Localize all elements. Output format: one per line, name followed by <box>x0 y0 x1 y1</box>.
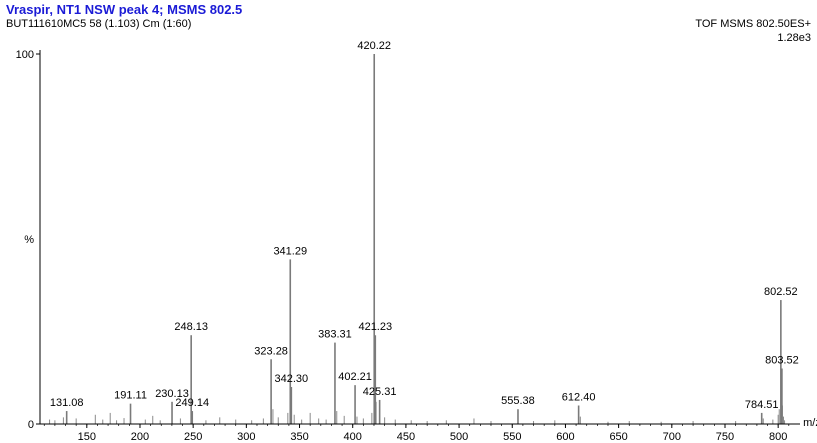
peak-label: 383.31 <box>318 329 352 341</box>
x-tick-label: 450 <box>397 431 415 443</box>
peak-label: 803.52 <box>765 355 799 367</box>
peak-label: 248.13 <box>174 321 208 333</box>
chart-subtitle: BUT111610MC5 58 (1.103) Cm (1:60) <box>6 18 192 30</box>
peak-label: 784.51 <box>745 399 779 411</box>
x-tick-label: 500 <box>450 431 468 443</box>
y-tick-label: 0 <box>28 419 34 431</box>
x-tick-label: 200 <box>131 431 149 443</box>
axes: 0 100% 150 200 250 300 350 400 450 500 550 600 650 70… <box>16 49 817 443</box>
peak-label: 421.23 <box>358 321 392 333</box>
x-tick-label: 700 <box>663 431 681 443</box>
instrument-label: TOF MSMS 802.50ES+ <box>695 18 811 30</box>
peak-label: 402.21 <box>338 371 372 383</box>
peak-label: 341.29 <box>273 245 307 257</box>
peak-label: 555.38 <box>501 395 535 407</box>
x-tick-label: 250 <box>184 431 202 443</box>
y-axis-label: % <box>24 234 34 246</box>
x-tick-label: 750 <box>716 431 734 443</box>
major-peaks: 131.08 191.11 230.13 248.13 249.14 323.28 341.… <box>50 40 799 424</box>
x-tick-label: 400 <box>344 431 362 443</box>
x-tick-label: 350 <box>290 431 308 443</box>
intensity-label: 1.28e3 <box>777 32 811 44</box>
x-tick-label: 650 <box>609 431 627 443</box>
y-tick-label: 100 <box>16 49 34 61</box>
peak-label: 323.28 <box>254 345 288 357</box>
minor-peaks <box>49 401 786 424</box>
x-axis-label: m/z <box>803 417 817 429</box>
chart-title: Vraspir, NT1 NSW peak 4; MSMS 802.5 <box>6 2 243 17</box>
x-tick-label: 150 <box>78 431 96 443</box>
peak-label: 230.13 <box>155 388 189 400</box>
peak-label: 131.08 <box>50 397 84 409</box>
peak-label: 425.31 <box>363 386 397 398</box>
peak-label: 191.11 <box>114 390 147 402</box>
peak-label: 249.14 <box>175 397 209 409</box>
x-tick-label: 300 <box>237 431 255 443</box>
peak-label: 342.30 <box>275 373 309 385</box>
peak-label: 420.22 <box>357 40 391 52</box>
x-tick-label: 800 <box>769 431 787 443</box>
x-tick-label: 550 <box>503 431 521 443</box>
x-tick-label: 600 <box>556 431 574 443</box>
peak-label: 612.40 <box>562 392 596 404</box>
peak-label: 802.52 <box>764 286 798 298</box>
